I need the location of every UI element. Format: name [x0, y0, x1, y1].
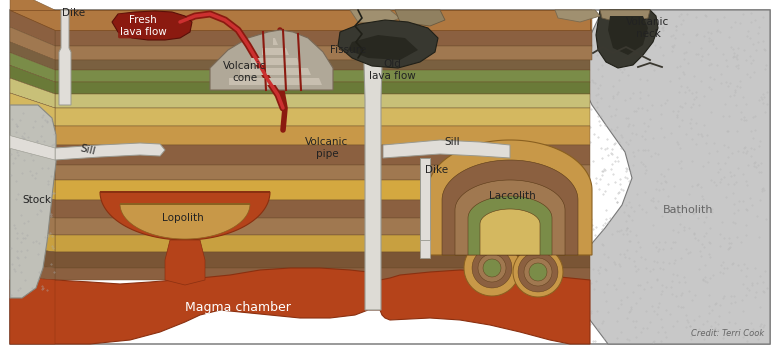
Polygon shape: [596, 10, 658, 68]
Polygon shape: [10, 27, 55, 60]
Polygon shape: [464, 240, 520, 296]
Polygon shape: [55, 30, 592, 46]
Polygon shape: [420, 158, 430, 240]
Text: Volcanic
pipe: Volcanic pipe: [306, 137, 349, 159]
Polygon shape: [513, 247, 563, 297]
Polygon shape: [10, 112, 55, 145]
Polygon shape: [229, 78, 322, 85]
Polygon shape: [273, 38, 278, 45]
Text: Dike: Dike: [425, 165, 448, 175]
Text: Sill: Sill: [444, 137, 460, 147]
Text: Old
lava flow: Old lava flow: [369, 59, 416, 81]
Polygon shape: [55, 180, 590, 200]
Polygon shape: [55, 145, 590, 165]
Text: Dike: Dike: [62, 8, 85, 18]
Polygon shape: [10, 136, 55, 160]
Polygon shape: [428, 140, 592, 255]
Polygon shape: [10, 191, 55, 218]
Polygon shape: [55, 82, 590, 94]
Polygon shape: [483, 259, 501, 277]
Polygon shape: [55, 108, 590, 126]
Text: Stock: Stock: [22, 195, 51, 205]
Polygon shape: [55, 126, 590, 145]
Polygon shape: [363, 30, 383, 310]
Polygon shape: [10, 105, 56, 298]
Polygon shape: [348, 35, 418, 60]
Polygon shape: [55, 268, 590, 280]
Polygon shape: [55, 218, 590, 235]
Polygon shape: [572, 10, 770, 344]
Text: Laccolith: Laccolith: [488, 191, 535, 201]
Polygon shape: [55, 165, 590, 180]
Polygon shape: [240, 68, 311, 75]
Polygon shape: [10, 154, 55, 180]
Polygon shape: [10, 210, 55, 235]
Polygon shape: [55, 94, 590, 108]
Polygon shape: [55, 70, 590, 82]
Text: Batholith: Batholith: [663, 205, 713, 215]
Polygon shape: [55, 235, 590, 252]
Polygon shape: [262, 48, 289, 55]
Polygon shape: [529, 263, 547, 281]
Polygon shape: [442, 160, 578, 255]
Text: Sill: Sill: [80, 143, 97, 157]
Polygon shape: [120, 204, 250, 239]
Polygon shape: [608, 16, 648, 55]
Polygon shape: [55, 252, 590, 268]
Polygon shape: [100, 192, 270, 240]
Polygon shape: [472, 248, 512, 288]
Polygon shape: [55, 60, 590, 70]
Polygon shape: [251, 58, 300, 65]
Polygon shape: [10, 10, 770, 344]
Polygon shape: [555, 10, 600, 22]
Text: Fresh
lava flow: Fresh lava flow: [119, 15, 166, 37]
Polygon shape: [10, 52, 55, 82]
Polygon shape: [383, 140, 510, 158]
Polygon shape: [338, 20, 438, 68]
Polygon shape: [59, 10, 71, 105]
Polygon shape: [524, 258, 552, 286]
Text: Magma chamber: Magma chamber: [185, 302, 291, 314]
Polygon shape: [55, 200, 590, 218]
Text: Volcanic
cone: Volcanic cone: [223, 61, 267, 83]
Polygon shape: [55, 10, 592, 30]
Polygon shape: [455, 180, 565, 255]
Text: Credit: Terri Cook: Credit: Terri Cook: [691, 329, 764, 338]
Text: Fissure: Fissure: [330, 45, 366, 55]
Polygon shape: [10, 10, 590, 30]
Polygon shape: [478, 254, 506, 282]
Polygon shape: [600, 10, 650, 24]
Polygon shape: [10, 93, 55, 126]
Polygon shape: [10, 263, 55, 280]
Polygon shape: [210, 30, 333, 90]
Polygon shape: [10, 228, 55, 252]
Polygon shape: [480, 209, 540, 255]
Polygon shape: [10, 170, 55, 200]
Polygon shape: [10, 0, 55, 30]
Polygon shape: [518, 252, 558, 292]
Text: Lopolith: Lopolith: [162, 213, 204, 223]
Polygon shape: [55, 46, 592, 60]
Text: Volcanic
neck: Volcanic neck: [626, 17, 669, 39]
Polygon shape: [350, 10, 400, 24]
Polygon shape: [10, 42, 55, 70]
Polygon shape: [112, 11, 192, 40]
Polygon shape: [10, 65, 55, 94]
Polygon shape: [395, 10, 445, 26]
Polygon shape: [165, 240, 205, 285]
Polygon shape: [10, 268, 590, 344]
Polygon shape: [10, 276, 55, 344]
Polygon shape: [468, 196, 552, 255]
Polygon shape: [10, 10, 55, 46]
Polygon shape: [10, 78, 55, 108]
Polygon shape: [420, 240, 430, 258]
Polygon shape: [10, 132, 55, 165]
Polygon shape: [10, 246, 55, 268]
Polygon shape: [55, 143, 165, 160]
